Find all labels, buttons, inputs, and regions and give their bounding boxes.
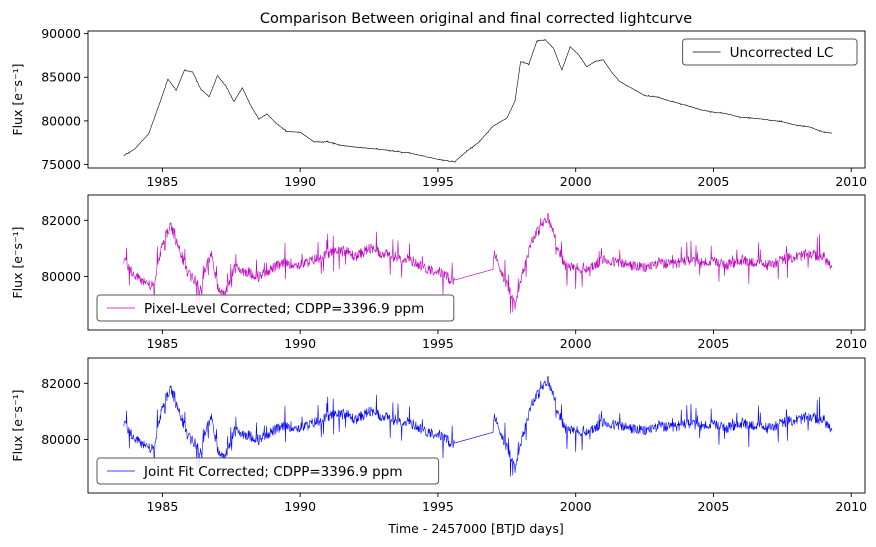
y-axis-label-top: Flux [e⁻s⁻¹] (10, 63, 25, 135)
y-axis-label-middle: Flux [e⁻s⁻¹] (10, 226, 25, 298)
legend-frame (682, 38, 858, 66)
legend-middle: Pixel-Level Corrected; CDPP=3396.9 ppm (96, 294, 455, 322)
y-tick-label: 85000 (41, 70, 81, 85)
x-tick-label: 2005 (698, 499, 730, 514)
legend-frame (96, 294, 455, 322)
x-tick-label: 1990 (284, 174, 316, 189)
legend-label: Uncorrected LC (730, 45, 834, 61)
series-line-bottom (123, 375, 833, 477)
x-tick-label: 2010 (835, 499, 867, 514)
x-tick-label: 1985 (146, 336, 178, 351)
x-tick-label: 2005 (698, 174, 730, 189)
x-tick-label: 2010 (835, 336, 867, 351)
series-line-middle (123, 212, 833, 314)
x-tick-label: 1985 (146, 499, 178, 514)
legend-bottom: Joint Fit Corrected; CDPP=3396.9 ppm (96, 457, 440, 485)
x-axis-title: Time - 2457000 [BTJD days] (387, 521, 563, 536)
legend-frame (96, 457, 440, 485)
legend-label: Pixel-Level Corrected; CDPP=3396.9 ppm (144, 301, 424, 317)
legend-top: Uncorrected LC (682, 38, 858, 66)
figure-title: Comparison Between original and final co… (260, 11, 692, 27)
y-tick-label: 80000 (41, 113, 81, 128)
x-tick-label: 2000 (560, 499, 592, 514)
panels: 1985 1990 1995 2000 2005 2010 75000 80000 85000 9… (10, 26, 867, 514)
panel-middle: 1985 1990 1995 2000 2005 2010 80000 82000 Flux [… (10, 194, 867, 351)
axes-frame-top (87, 30, 866, 169)
x-tick-label: 1995 (422, 174, 454, 189)
x-tick-label: 1985 (146, 174, 178, 189)
y-tick-label: 82000 (41, 213, 81, 228)
series-line-top (123, 39, 832, 163)
y-tick-label: 80000 (41, 269, 81, 284)
x-tick-label: 2000 (560, 336, 592, 351)
x-tick-label: 1990 (284, 499, 316, 514)
x-tick-label: 1990 (284, 336, 316, 351)
y-tick-label: 90000 (41, 26, 81, 41)
y-axis-label-bottom: Flux [e⁻s⁻¹] (10, 389, 25, 461)
y-tick-label: 82000 (41, 376, 81, 391)
axes-frame-middle (87, 194, 866, 331)
x-tick-label: 2005 (698, 336, 730, 351)
x-tick-label: 2010 (835, 174, 867, 189)
x-tick-label: 1995 (422, 499, 454, 514)
legend-label: Joint Fit Corrected; CDPP=3396.9 ppm (143, 464, 402, 480)
x-tick-label: 1995 (422, 336, 454, 351)
y-tick-label: 75000 (41, 157, 81, 172)
y-tick-label: 80000 (41, 432, 81, 447)
x-tick-label: 2000 (560, 174, 592, 189)
panel-bottom: 1985 1990 1995 2000 2005 2010 80000 82000 Flux [… (10, 357, 867, 514)
axes-frame-bottom (87, 357, 866, 494)
panel-top: 1985 1990 1995 2000 2005 2010 75000 80000 85000 9… (10, 26, 867, 189)
